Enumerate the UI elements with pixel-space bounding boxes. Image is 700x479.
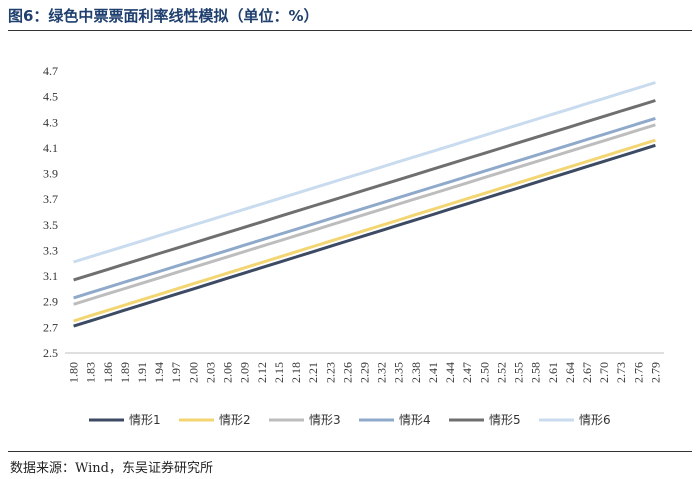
series-line-3	[73, 123, 656, 306]
x-tick-label: 2.12	[255, 362, 269, 383]
series-line-1	[73, 143, 656, 328]
y-tick-label: 2.7	[43, 320, 58, 334]
y-tick-label: 4.5	[43, 90, 58, 104]
x-tick-label: 1.86	[101, 362, 115, 383]
y-tick-label: 2.5	[43, 346, 58, 360]
x-tick-label: 2.26	[340, 362, 354, 383]
x-tick-label: 2.73	[614, 362, 628, 383]
x-tick-label: 1.91	[135, 362, 149, 383]
x-tick-label: 2.23	[323, 362, 337, 383]
title-rule	[8, 30, 692, 31]
x-tick-label: 2.52	[494, 362, 508, 383]
source-text: Wind，东吴证券研究所	[75, 461, 214, 476]
series-line-6	[73, 81, 656, 264]
x-tick-label: 2.64	[563, 362, 577, 383]
y-tick-label: 4.3	[43, 115, 58, 129]
source-note: 数据来源：Wind，东吴证券研究所	[10, 457, 213, 476]
legend-label-5: 情形5	[489, 413, 521, 427]
legend-label-6: 情形6	[579, 413, 611, 427]
x-tick-label: 2.47	[460, 362, 474, 383]
x-tick-label: 1.97	[169, 362, 183, 383]
x-tick-label: 1.83	[84, 362, 98, 383]
x-tick-label: 2.76	[631, 362, 645, 383]
line-chart: 2.5 2.7 2.9 3.1 3.3 3.5 3.7 3.9 4.1 4.3 4.5 4.7 1.8…	[43, 64, 664, 427]
legend-label-1: 情形1	[129, 413, 161, 427]
x-tick-label: 2.44	[443, 362, 457, 383]
legend-label-3: 情形3	[309, 413, 341, 427]
x-tick-label: 2.15	[272, 362, 286, 383]
x-tick-label: 2.41	[426, 362, 440, 383]
series-line-4	[73, 116, 656, 300]
source-label: 数据来源：	[10, 461, 76, 476]
x-tick-label: 1.89	[118, 362, 132, 383]
series-line-5	[73, 99, 656, 282]
y-tick-label: 4.7	[43, 64, 58, 78]
x-tick-label: 1.94	[152, 362, 166, 383]
figure-title: 图6：绿色中票票面利率线性模拟（单位：%）	[8, 7, 319, 25]
y-tick-label: 3.3	[43, 243, 58, 257]
x-tick-label: 2.70	[597, 362, 611, 383]
y-tick-label: 3.5	[43, 218, 58, 232]
legend-label-4: 情形4	[399, 413, 431, 427]
x-tick-label: 2.50	[477, 362, 491, 383]
y-tick-label: 3.1	[43, 269, 58, 283]
y-tick-label: 2.9	[43, 295, 58, 309]
x-tick-label: 2.61	[546, 362, 560, 383]
source-rule	[8, 451, 692, 452]
x-tick-label: 2.67	[580, 362, 594, 383]
x-tick-label: 2.32	[375, 362, 389, 383]
x-tick-label: 2.79	[648, 362, 662, 383]
x-tick-label: 2.18	[289, 362, 303, 383]
x-tick-label: 2.06	[221, 362, 235, 383]
series-line-2	[73, 138, 656, 323]
x-tick-label: 2.09	[238, 362, 252, 383]
x-tick-label: 2.38	[409, 362, 423, 383]
x-tick-label: 2.35	[392, 362, 406, 383]
x-tick-label: 2.58	[529, 362, 543, 383]
legend-label-2: 情形2	[219, 413, 251, 427]
y-tick-label: 4.1	[43, 141, 58, 155]
x-tick-label: 2.55	[512, 362, 526, 383]
x-tick-label: 1.80	[67, 362, 81, 383]
x-tick-label: 2.03	[203, 362, 217, 383]
y-tick-label: 3.9	[43, 167, 58, 181]
y-tick-label: 3.7	[43, 192, 58, 206]
x-tick-label: 2.21	[306, 362, 320, 383]
x-tick-label: 2.00	[186, 362, 200, 383]
x-tick-label: 2.29	[358, 362, 372, 383]
